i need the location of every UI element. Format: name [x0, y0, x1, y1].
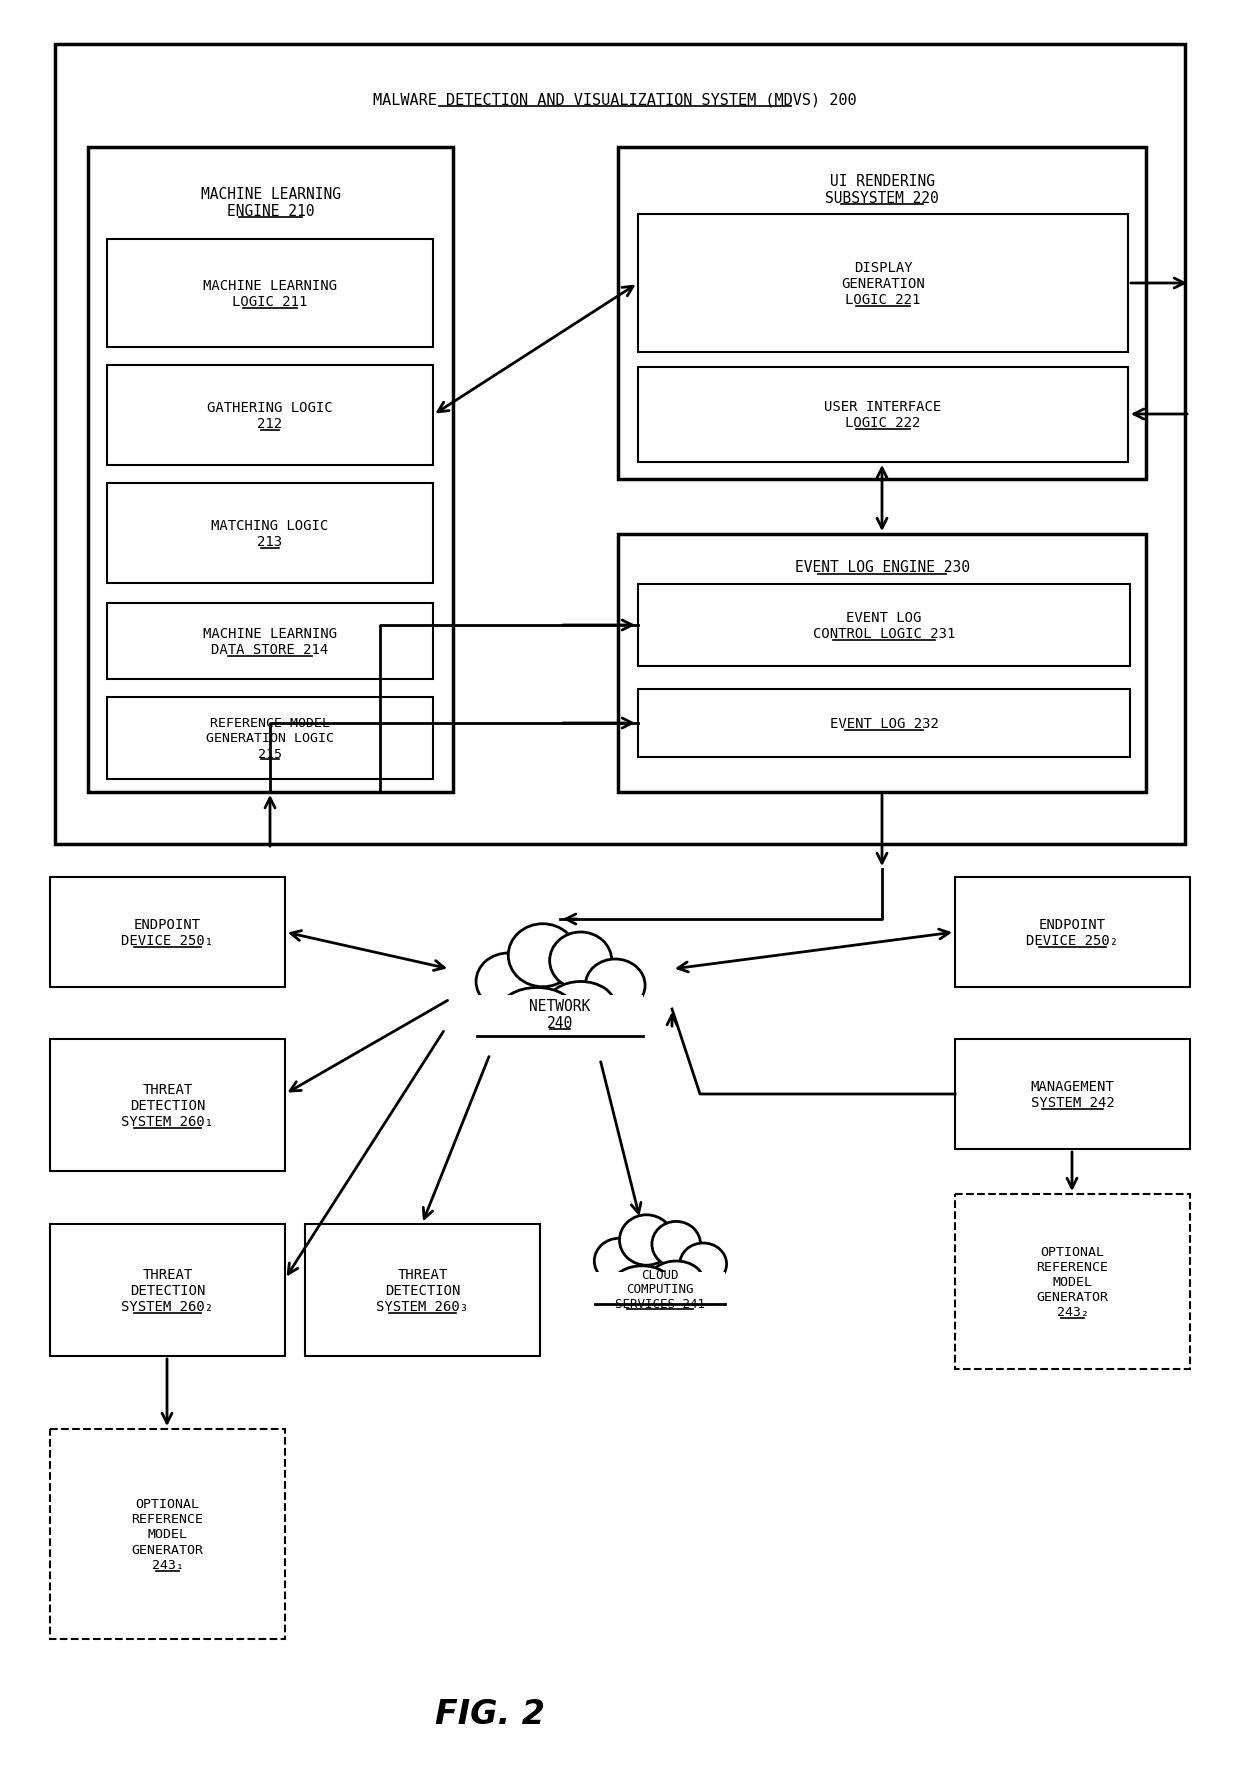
Text: MODEL: MODEL — [1053, 1275, 1092, 1289]
Ellipse shape — [614, 1266, 671, 1301]
Text: SYSTEM 242: SYSTEM 242 — [1030, 1096, 1115, 1110]
Text: REFERENCE: REFERENCE — [1037, 1261, 1109, 1273]
Text: OPTIONAL: OPTIONAL — [135, 1496, 200, 1511]
Text: THREAT: THREAT — [143, 1082, 192, 1096]
Bar — [50, 1429, 285, 1638]
Bar — [107, 365, 433, 466]
Text: USER INTERFACE: USER INTERFACE — [825, 401, 941, 415]
Text: LOGIC 222: LOGIC 222 — [846, 417, 920, 431]
Text: 243₁: 243₁ — [151, 1558, 184, 1571]
Text: DEVICE 250₂: DEVICE 250₂ — [1027, 933, 1118, 947]
Ellipse shape — [680, 1243, 727, 1285]
Text: NETWORK: NETWORK — [529, 998, 590, 1014]
Text: SYSTEM 260₂: SYSTEM 260₂ — [122, 1300, 213, 1314]
Bar — [639, 690, 1130, 757]
Bar — [955, 1195, 1190, 1369]
Bar — [50, 1225, 285, 1356]
Text: LOGIC 211: LOGIC 211 — [232, 294, 308, 309]
Bar — [107, 603, 433, 679]
Bar — [477, 995, 642, 1037]
Text: COMPUTING: COMPUTING — [626, 1284, 693, 1296]
Ellipse shape — [650, 1261, 703, 1300]
Text: 240: 240 — [547, 1016, 573, 1030]
Bar — [55, 44, 1185, 844]
Text: DETECTION: DETECTION — [130, 1099, 205, 1112]
Text: REFERENCE: REFERENCE — [131, 1512, 203, 1525]
Text: GENERATION: GENERATION — [841, 277, 925, 291]
Text: LOGIC 221: LOGIC 221 — [846, 293, 920, 307]
Text: SUBSYSTEM 220: SUBSYSTEM 220 — [825, 191, 939, 206]
Text: 243₂: 243₂ — [1056, 1305, 1089, 1319]
Ellipse shape — [549, 933, 611, 989]
Text: ENGINE 210: ENGINE 210 — [227, 204, 314, 218]
Bar — [639, 367, 1128, 463]
Text: DETECTION: DETECTION — [384, 1284, 460, 1298]
Bar — [639, 215, 1128, 353]
Bar — [955, 878, 1190, 988]
Text: DETECTION: DETECTION — [130, 1284, 205, 1298]
Ellipse shape — [476, 954, 541, 1011]
Text: CLOUD: CLOUD — [641, 1268, 678, 1282]
Text: EVENT LOG: EVENT LOG — [847, 610, 921, 624]
Text: GENERATOR: GENERATOR — [1037, 1291, 1109, 1303]
Ellipse shape — [585, 959, 645, 1012]
Text: EVENT LOG 232: EVENT LOG 232 — [830, 716, 939, 730]
Text: REFERENCE MODEL: REFERENCE MODEL — [210, 716, 330, 730]
Ellipse shape — [594, 1239, 645, 1284]
Text: MACHINE LEARNING: MACHINE LEARNING — [201, 186, 341, 202]
Text: 212: 212 — [258, 417, 283, 431]
Text: FIG. 2: FIG. 2 — [435, 1697, 546, 1730]
Ellipse shape — [546, 982, 615, 1030]
Text: THREAT: THREAT — [143, 1268, 192, 1282]
Text: MODEL: MODEL — [148, 1528, 187, 1541]
Text: UI RENDERING: UI RENDERING — [830, 174, 935, 190]
Ellipse shape — [652, 1222, 701, 1268]
Text: MANAGEMENT: MANAGEMENT — [1030, 1080, 1115, 1094]
Text: ENDPOINT: ENDPOINT — [134, 917, 201, 931]
Text: SERVICES 241: SERVICES 241 — [615, 1298, 706, 1310]
Ellipse shape — [500, 988, 574, 1034]
Bar — [50, 1039, 285, 1172]
Text: ENDPOINT: ENDPOINT — [1039, 917, 1106, 931]
Bar — [618, 147, 1146, 480]
Text: MALWARE DETECTION AND VISUALIZATION SYSTEM (MDVS) 200: MALWARE DETECTION AND VISUALIZATION SYST… — [373, 92, 857, 108]
Text: GENERATOR: GENERATOR — [131, 1543, 203, 1557]
Bar — [107, 697, 433, 780]
Bar — [50, 878, 285, 988]
Bar — [595, 1271, 725, 1305]
Text: SYSTEM 260₃: SYSTEM 260₃ — [377, 1300, 469, 1314]
Bar — [88, 147, 453, 793]
Bar — [305, 1225, 539, 1356]
Text: 213: 213 — [258, 535, 283, 548]
Text: GATHERING LOGIC: GATHERING LOGIC — [207, 401, 332, 415]
Text: 215: 215 — [258, 746, 281, 761]
Text: DEVICE 250₁: DEVICE 250₁ — [122, 933, 213, 947]
Ellipse shape — [579, 1230, 742, 1298]
Text: MACHINE LEARNING: MACHINE LEARNING — [203, 626, 337, 640]
Ellipse shape — [508, 924, 578, 988]
Text: OPTIONAL: OPTIONAL — [1040, 1245, 1105, 1257]
Bar — [618, 535, 1146, 793]
Bar — [955, 1039, 1190, 1149]
Bar — [639, 585, 1130, 667]
Text: DISPLAY: DISPLAY — [853, 261, 913, 275]
Bar — [107, 484, 433, 583]
Ellipse shape — [620, 1215, 673, 1266]
Text: MACHINE LEARNING: MACHINE LEARNING — [203, 278, 337, 293]
Text: THREAT: THREAT — [397, 1268, 448, 1282]
Ellipse shape — [456, 945, 663, 1027]
Text: SYSTEM 260₁: SYSTEM 260₁ — [122, 1115, 213, 1128]
Text: DATA STORE 214: DATA STORE 214 — [211, 642, 329, 656]
Bar — [107, 239, 433, 348]
Text: MATCHING LOGIC: MATCHING LOGIC — [211, 519, 329, 532]
Text: CONTROL LOGIC 231: CONTROL LOGIC 231 — [812, 626, 955, 640]
Text: EVENT LOG ENGINE 230: EVENT LOG ENGINE 230 — [795, 560, 970, 574]
Text: GENERATION LOGIC: GENERATION LOGIC — [206, 732, 334, 745]
